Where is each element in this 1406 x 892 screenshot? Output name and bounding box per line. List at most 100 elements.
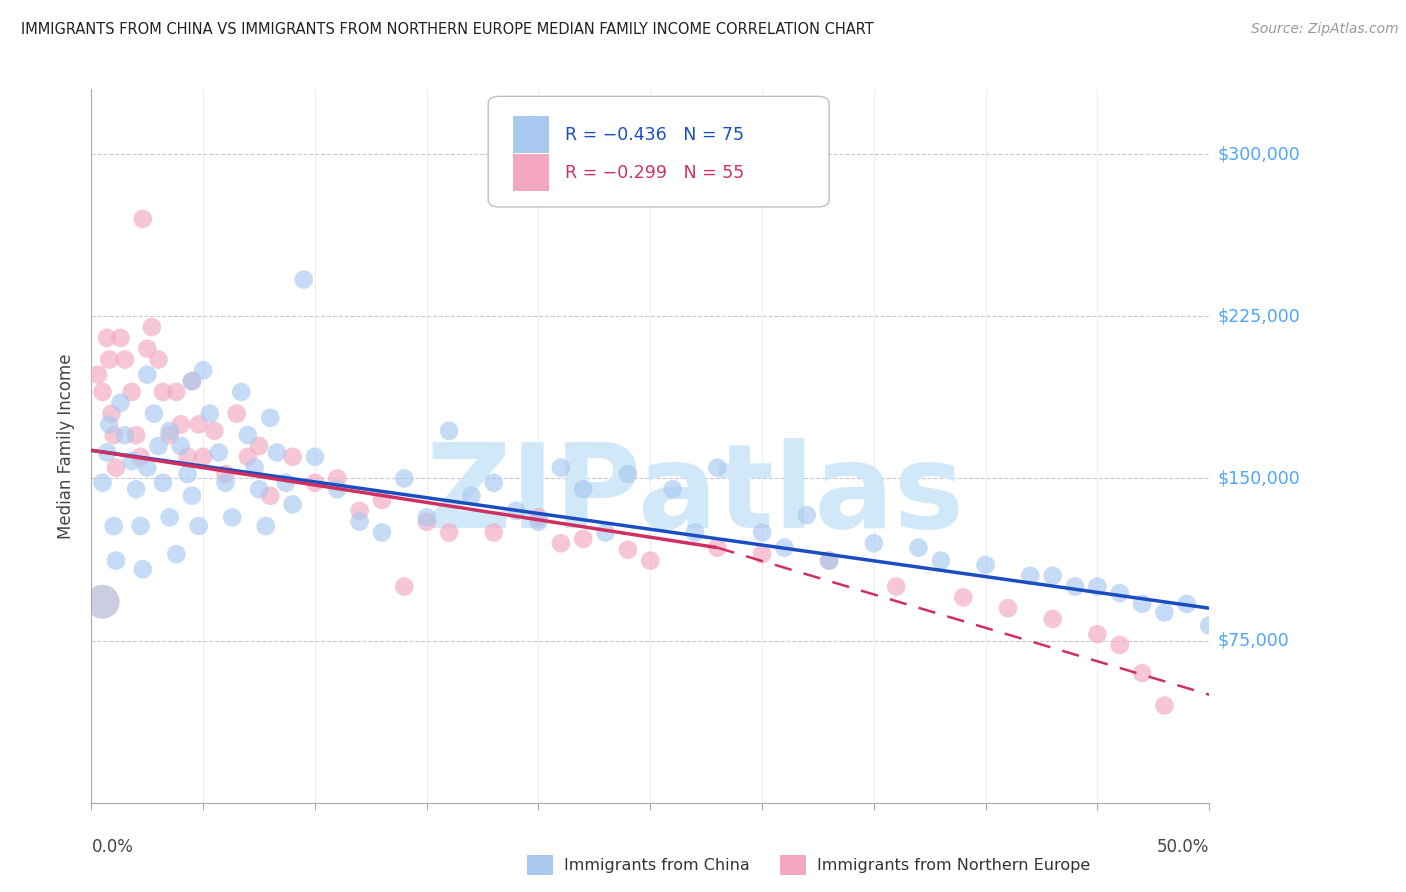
Point bbox=[274, 475, 297, 490]
Point bbox=[214, 467, 236, 482]
Bar bbox=[513, 154, 548, 191]
Point bbox=[505, 504, 527, 518]
Point bbox=[104, 553, 127, 567]
Text: ZIPatlas: ZIPatlas bbox=[426, 439, 965, 553]
Point bbox=[176, 467, 198, 482]
Point bbox=[974, 558, 997, 572]
Point bbox=[152, 384, 174, 399]
Point bbox=[225, 407, 247, 421]
Point bbox=[907, 541, 929, 555]
Point bbox=[1108, 638, 1130, 652]
Text: Immigrants from China: Immigrants from China bbox=[564, 857, 749, 872]
Point bbox=[482, 475, 505, 490]
Point bbox=[437, 525, 460, 540]
Point bbox=[236, 450, 259, 464]
Point bbox=[136, 368, 159, 382]
Point bbox=[1130, 666, 1153, 681]
Point bbox=[371, 493, 394, 508]
Point bbox=[191, 450, 215, 464]
Point bbox=[349, 504, 371, 518]
Point bbox=[181, 374, 204, 388]
Point bbox=[141, 320, 163, 334]
Point bbox=[550, 536, 572, 550]
Point bbox=[132, 562, 155, 576]
Text: R = −0.436   N = 75: R = −0.436 N = 75 bbox=[565, 126, 744, 144]
Point bbox=[236, 428, 259, 442]
Point bbox=[266, 445, 288, 459]
Point bbox=[997, 601, 1019, 615]
Point bbox=[143, 407, 166, 421]
Point bbox=[292, 272, 315, 286]
Point bbox=[187, 417, 209, 432]
Point bbox=[191, 363, 215, 377]
Point bbox=[1087, 627, 1109, 641]
Point bbox=[170, 417, 193, 432]
Point bbox=[661, 482, 683, 496]
Point bbox=[114, 352, 136, 367]
Point bbox=[103, 428, 125, 442]
Point bbox=[751, 525, 773, 540]
Text: $300,000: $300,000 bbox=[1218, 145, 1301, 163]
Point bbox=[371, 525, 394, 540]
Y-axis label: Median Family Income: Median Family Income bbox=[58, 353, 76, 539]
Point bbox=[110, 396, 132, 410]
Point bbox=[572, 482, 595, 496]
Point bbox=[482, 525, 505, 540]
Text: 50.0%: 50.0% bbox=[1157, 838, 1209, 856]
Point bbox=[165, 384, 187, 399]
Point bbox=[304, 450, 326, 464]
Point bbox=[121, 384, 143, 399]
Point bbox=[706, 460, 728, 475]
Point bbox=[114, 428, 136, 442]
Point bbox=[176, 450, 198, 464]
Point bbox=[125, 482, 148, 496]
Point bbox=[796, 508, 818, 523]
Text: Source: ZipAtlas.com: Source: ZipAtlas.com bbox=[1251, 22, 1399, 37]
Point bbox=[304, 475, 326, 490]
Point bbox=[1108, 586, 1130, 600]
Point bbox=[87, 368, 110, 382]
Point bbox=[884, 580, 907, 594]
Point bbox=[231, 384, 253, 399]
Point bbox=[170, 439, 193, 453]
Point bbox=[129, 519, 152, 533]
Point bbox=[1042, 612, 1064, 626]
Point bbox=[181, 489, 204, 503]
Point bbox=[247, 439, 270, 453]
Point bbox=[159, 510, 181, 524]
Point bbox=[159, 428, 181, 442]
Point bbox=[550, 460, 572, 475]
Point bbox=[96, 331, 118, 345]
Point bbox=[952, 591, 974, 605]
Point bbox=[572, 532, 595, 546]
Point bbox=[683, 525, 706, 540]
Point bbox=[121, 454, 143, 468]
Point bbox=[91, 384, 114, 399]
Point bbox=[148, 439, 170, 453]
Point bbox=[527, 510, 550, 524]
Point bbox=[221, 510, 243, 524]
Point bbox=[638, 553, 662, 567]
Point bbox=[104, 460, 127, 475]
Point bbox=[136, 342, 159, 356]
Point bbox=[437, 424, 460, 438]
Point bbox=[214, 475, 236, 490]
Point bbox=[187, 519, 209, 533]
Point bbox=[98, 417, 121, 432]
Point bbox=[1175, 597, 1198, 611]
Point bbox=[152, 475, 174, 490]
Point bbox=[281, 497, 304, 511]
Point bbox=[125, 428, 148, 442]
Point bbox=[1087, 580, 1109, 594]
Point bbox=[259, 410, 281, 425]
Point bbox=[91, 595, 114, 609]
Point bbox=[527, 515, 550, 529]
Point bbox=[110, 331, 132, 345]
Point bbox=[165, 547, 187, 561]
Text: 0.0%: 0.0% bbox=[91, 838, 134, 856]
Point bbox=[132, 211, 155, 226]
Point bbox=[181, 374, 204, 388]
Point bbox=[862, 536, 886, 550]
Point bbox=[595, 525, 617, 540]
Point bbox=[259, 489, 281, 503]
